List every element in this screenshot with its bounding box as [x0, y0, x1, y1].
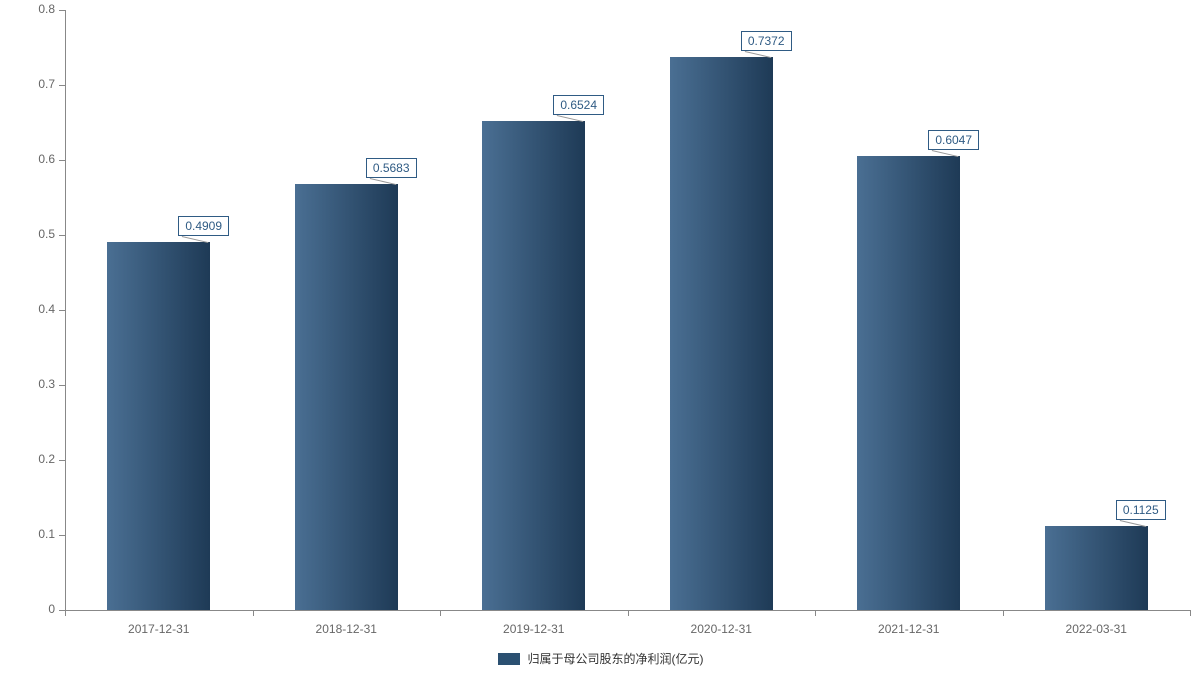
y-tick-label: 0.5 [38, 227, 55, 241]
bar [482, 121, 585, 610]
x-tick [628, 610, 629, 616]
x-tick-label: 2020-12-31 [661, 622, 781, 636]
y-tick [59, 535, 65, 536]
y-tick [59, 235, 65, 236]
y-tick [59, 385, 65, 386]
y-tick-label: 0.4 [38, 302, 55, 316]
x-tick [1003, 610, 1004, 616]
bar-value-label: 0.1125 [1116, 500, 1166, 520]
y-tick-label: 0.1 [38, 527, 55, 541]
bar-value-label: 0.6524 [553, 95, 604, 115]
y-tick [59, 310, 65, 311]
x-tick [815, 610, 816, 616]
x-tick [1190, 610, 1191, 616]
x-tick [253, 610, 254, 616]
x-tick [65, 610, 66, 616]
bar [670, 57, 773, 610]
y-tick-label: 0.6 [38, 152, 55, 166]
bar [107, 242, 210, 610]
x-tick-label: 2017-12-31 [99, 622, 219, 636]
y-tick-label: 0.8 [38, 2, 55, 16]
bar-chart: 0 0.1 0.2 0.3 0.4 0.5 0.6 0.7 0.8 2017-12-31 0.490… [0, 0, 1201, 682]
legend: 归属于母公司股东的净利润(亿元) [0, 650, 1201, 667]
y-axis-line [65, 10, 66, 610]
y-tick [59, 10, 65, 11]
y-tick-label: 0 [48, 602, 55, 616]
y-tick [59, 85, 65, 86]
y-tick [59, 160, 65, 161]
legend-swatch [498, 653, 520, 665]
bar [295, 184, 398, 610]
x-tick-label: 2021-12-31 [849, 622, 969, 636]
y-tick-label: 0.7 [38, 77, 55, 91]
y-tick-label: 0.3 [38, 377, 55, 391]
legend-label: 归属于母公司股东的净利润(亿元) [528, 650, 704, 667]
bar-value-label: 0.4909 [178, 216, 229, 236]
y-tick [59, 460, 65, 461]
x-tick [440, 610, 441, 616]
y-tick-label: 0.2 [38, 452, 55, 466]
bar-value-label: 0.5683 [366, 158, 417, 178]
bar-value-label: 0.6047 [928, 130, 979, 150]
bar [857, 156, 960, 610]
bar-value-label: 0.7372 [741, 31, 792, 51]
x-tick-label: 2018-12-31 [286, 622, 406, 636]
x-tick-label: 2019-12-31 [474, 622, 594, 636]
x-tick-label: 2022-03-31 [1036, 622, 1156, 636]
bar [1045, 526, 1148, 610]
